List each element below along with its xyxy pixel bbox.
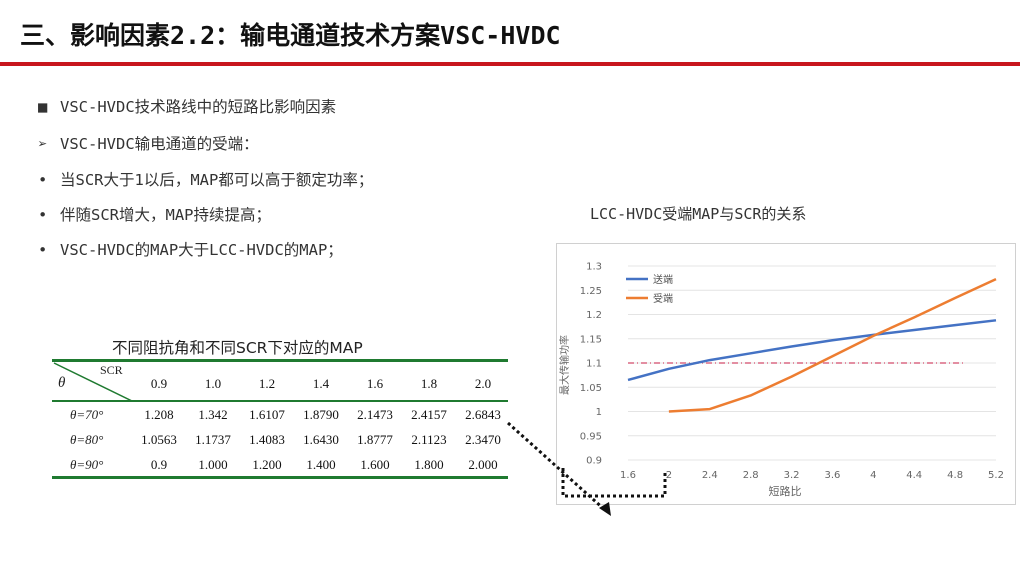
table-cell: 1.1737 <box>195 432 231 447</box>
x-axis-label: 短路比 <box>769 484 802 498</box>
table-cell: 2.1123 <box>411 432 447 447</box>
table-title: 不同阻抗角和不同SCR下对应的MAP <box>112 339 363 357</box>
table-cell: 1.4083 <box>249 432 285 447</box>
y-tick-label: 1 <box>596 407 602 418</box>
dot-bullet-icon: • <box>38 206 48 224</box>
table-top-rule <box>52 359 508 362</box>
table-cell: 1.400 <box>306 457 336 472</box>
bullet-text: VSC-HVDC技术路线中的短路比影响因素 <box>60 98 337 116</box>
column-header: 1.0 <box>204 376 222 391</box>
x-tick-label: 3.2 <box>784 470 800 481</box>
table-cell: 1.6107 <box>249 407 285 422</box>
x-tick-label: 3.6 <box>824 470 840 481</box>
x-tick-label: 4.4 <box>906 470 922 481</box>
x-tick-label: 4 <box>870 470 876 481</box>
row-label: θ=90° <box>70 457 104 472</box>
bullet-subheading: ➢ VSC-HVDC输电通道的受端： <box>38 132 259 154</box>
series-line-receive <box>668 277 997 413</box>
arrow-bullet-icon: ➢ <box>38 135 48 153</box>
table-cell: 1.8790 <box>303 407 339 422</box>
table-cell: 2.1473 <box>357 407 393 422</box>
title-underline <box>0 62 1020 66</box>
dotted-arrow-connector <box>506 421 667 516</box>
table-cell: 1.600 <box>360 457 390 472</box>
column-header: 0.9 <box>150 376 168 391</box>
y-tick-label: 1.15 <box>580 334 602 345</box>
bullet-item: • VSC-HVDC的MAP大于LCC-HVDC的MAP； <box>38 238 343 260</box>
chart-title: LCC-HVDC受端MAP与SCR的关系 <box>590 205 807 223</box>
table-header-rule <box>52 400 508 402</box>
table-cell: 1.208 <box>144 407 174 422</box>
series-line-send <box>627 319 997 382</box>
corner-scr-label: SCR <box>100 363 123 377</box>
x-tick-label: 1.6 <box>620 470 636 481</box>
bullet-text: 伴随SCR增大，MAP持续提高； <box>60 206 271 224</box>
table-cell: 2.3470 <box>465 432 501 447</box>
dot-bullet-icon: • <box>38 171 48 189</box>
bullet-heading: ■ VSC-HVDC技术路线中的短路比影响因素 <box>38 95 336 117</box>
x-tick-label: 5.2 <box>988 470 1004 481</box>
bullet-text: VSC-HVDC输电通道的受端： <box>60 135 259 153</box>
y-tick-label: 1.3 <box>586 262 602 273</box>
bullet-item: • 当SCR大于1以后，MAP都可以高于额定功率； <box>38 168 373 190</box>
table-cell: 1.342 <box>198 407 228 422</box>
legend-label-send: 送端 <box>653 273 673 286</box>
y-tick-label: 1.1 <box>586 359 602 370</box>
chart-frame <box>556 243 1016 505</box>
column-header: 1.8 <box>420 376 438 391</box>
table-cell: 2.6843 <box>465 407 501 422</box>
column-header: 1.6 <box>366 376 384 391</box>
y-tick-label: 1.25 <box>580 286 602 297</box>
column-header: 1.2 <box>258 376 276 391</box>
table-cell: 1.000 <box>198 457 228 472</box>
bullet-text: 当SCR大于1以后，MAP都可以高于额定功率； <box>60 171 374 189</box>
header-diagonal <box>53 362 133 402</box>
y-tick-label: 0.95 <box>580 431 602 442</box>
square-bullet-icon: ■ <box>38 98 48 116</box>
x-tick-label: 2.8 <box>743 470 759 481</box>
x-tick-label: 2 <box>666 470 672 481</box>
bullet-item: • 伴随SCR增大，MAP持续提高； <box>38 203 271 225</box>
bullet-text: VSC-HVDC的MAP大于LCC-HVDC的MAP； <box>60 241 343 259</box>
x-tick-label: 2.4 <box>702 470 718 481</box>
table-cell: 2.000 <box>468 457 498 472</box>
corner-angle-label: θ <box>58 375 66 391</box>
table-cell: 1.200 <box>252 457 282 472</box>
table-cell: 1.0563 <box>141 432 177 447</box>
table-bottom-rule <box>52 476 508 479</box>
y-tick-label: 1.2 <box>586 310 602 321</box>
y-axis-label: 最大传输功率 <box>558 335 571 395</box>
y-tick-label: 0.9 <box>586 456 602 467</box>
column-header: 2.0 <box>474 376 492 391</box>
table-cell: 2.4157 <box>411 407 447 422</box>
column-header: 1.4 <box>312 376 330 391</box>
table-cell: 1.800 <box>414 457 444 472</box>
x-tick-label: 4.8 <box>947 470 963 481</box>
table-cell: 1.6430 <box>303 432 339 447</box>
row-label: θ=80° <box>70 432 104 447</box>
table-cell: 1.8777 <box>357 432 393 447</box>
y-tick-label: 1.05 <box>580 383 602 394</box>
dot-bullet-icon: • <box>38 241 48 259</box>
page-title: 三、影响因素2.2：输电通道技术方案VSC-HVDC <box>20 21 561 50</box>
line-chart: 0.9 0.95 1 1.05 1.1 1.15 1.2 1.25 1.3 1.6 2 2.4 2.8 3… <box>556 243 1016 505</box>
legend-label-receive: 受端 <box>653 292 673 305</box>
row-label: θ=70° <box>70 407 104 422</box>
table-cell: 0.9 <box>150 457 168 472</box>
